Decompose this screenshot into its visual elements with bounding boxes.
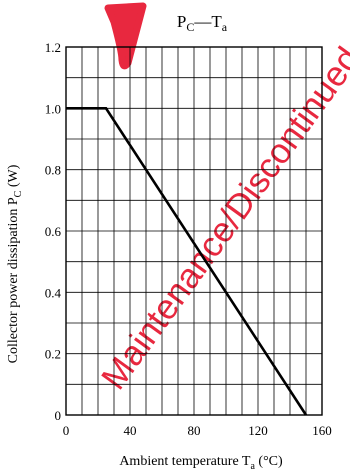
title-dash: —	[193, 12, 212, 31]
x-axis-label-sub: a	[250, 461, 255, 471]
y-tick-label: 0.4	[45, 285, 62, 300]
y-tick-labels: 0 0.2 0.4 0.6 0.8 1.0 1.2	[45, 40, 62, 423]
x-tick-label: 160	[312, 423, 332, 438]
y-tick-label: 1.0	[45, 101, 61, 116]
chart-title: PC—Ta	[177, 12, 228, 34]
x-tick-label: 80	[188, 423, 201, 438]
series-line-0	[66, 107, 308, 416]
y-tick-label: 0.8	[45, 163, 61, 178]
grid	[66, 47, 322, 415]
title-main-sub: C	[186, 20, 194, 34]
series-layer	[66, 107, 308, 416]
title-main: P	[177, 12, 186, 31]
y-tick-label: 1.2	[45, 40, 61, 55]
y-axis-label-sub: C	[13, 190, 24, 197]
x-axis-label: Ambient temperature Ta (°C)	[119, 454, 283, 471]
title-var-sub: a	[222, 20, 228, 34]
y-axis-label: Collector power dissipation PC (W)	[6, 164, 24, 363]
x-tick-label: 120	[248, 423, 268, 438]
x-axis-label-text: Ambient temperature T	[119, 454, 251, 469]
plot-frame	[65, 46, 323, 416]
x-tick-label: 0	[63, 423, 70, 438]
x-axis-label-unit: (°C)	[255, 454, 283, 469]
watermark-brush-stroke	[104, 2, 147, 70]
x-tick-label: 40	[124, 423, 137, 438]
title-var: T	[211, 12, 222, 31]
x-tick-labels: 0 40 80 120 160	[63, 423, 332, 438]
watermark: Maintenance/Discontinued	[94, 2, 350, 397]
y-tick-label: 0.2	[45, 347, 61, 362]
watermark-text: Maintenance/Discontinued	[94, 40, 350, 397]
y-tick-label: 0.6	[45, 224, 62, 239]
y-tick-label: 0	[55, 408, 62, 423]
y-axis-label-text: Collector power dissipation P	[6, 197, 21, 363]
y-axis-label-unit: (W)	[6, 164, 21, 190]
